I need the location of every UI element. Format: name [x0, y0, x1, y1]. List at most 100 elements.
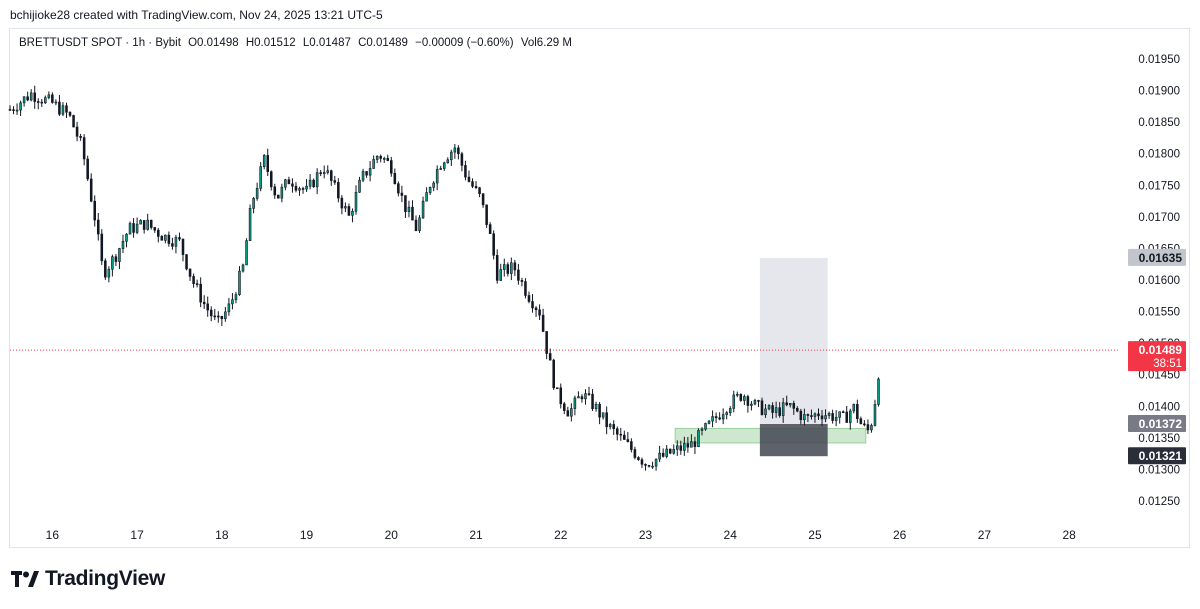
candle [799, 408, 803, 425]
candle [135, 217, 139, 235]
price-tick-label: 0.01950 [1138, 54, 1180, 66]
price-label-bg [1128, 341, 1186, 372]
candle-body [623, 434, 626, 440]
candle [107, 266, 111, 283]
candle-body [517, 269, 520, 281]
time-tick-label: 28 [1062, 528, 1076, 542]
candle [128, 221, 132, 235]
candle-body [548, 353, 552, 361]
candle [206, 296, 209, 317]
watermark-credit: bchijioke28 created with TradingView.com… [10, 8, 383, 22]
candle-body [375, 156, 379, 160]
price-tick-label: 0.01600 [1138, 275, 1180, 287]
candle-body [813, 413, 817, 417]
candle [365, 171, 368, 178]
candle [704, 422, 707, 431]
price-tick-label: 0.01550 [1138, 307, 1180, 319]
candle [407, 200, 411, 218]
candle [841, 410, 845, 414]
candle [65, 102, 68, 119]
candle [690, 434, 693, 448]
candle-body [873, 404, 877, 426]
candle [736, 391, 739, 398]
candle [75, 121, 79, 142]
candle-body [810, 415, 813, 417]
candle-body [510, 262, 513, 274]
candle [668, 448, 672, 455]
candle-body [248, 208, 252, 241]
candle [104, 258, 107, 280]
candle [527, 291, 531, 304]
candle [824, 409, 827, 423]
candle-body [418, 217, 421, 232]
candle-body [188, 268, 192, 277]
candle [485, 204, 488, 228]
chart-frame[interactable] [9, 28, 1190, 548]
candle [520, 277, 524, 287]
candle-body [644, 463, 647, 466]
candle [40, 98, 44, 107]
open-value: O0.01498 [188, 37, 239, 49]
candle-body [404, 195, 407, 212]
candle [548, 348, 552, 361]
candle-body [390, 160, 393, 174]
candle-body [771, 405, 774, 413]
candle [125, 233, 128, 248]
candle-body [86, 158, 89, 180]
symbol-name[interactable]: BRETTUSDT SPOT · 1h · Bybit [19, 37, 181, 49]
candle [591, 389, 594, 411]
candle-body [93, 200, 97, 221]
candle-body [824, 415, 827, 420]
candle [757, 399, 760, 408]
candle-body [340, 197, 344, 209]
candle [248, 204, 252, 241]
candle-body [439, 168, 442, 170]
price-label-bg [1128, 248, 1186, 266]
candle-body [781, 402, 785, 416]
candle [679, 440, 683, 455]
candle-body [778, 407, 781, 416]
candle-body [149, 219, 153, 228]
candle [644, 463, 647, 471]
candle [435, 165, 439, 191]
candle-body [661, 452, 665, 457]
candle-body [15, 109, 19, 112]
candle [499, 263, 503, 282]
candle-body [428, 187, 432, 193]
time-tick-label: 25 [808, 528, 822, 542]
candle-body [209, 309, 213, 317]
tradingview-logo-icon [11, 571, 39, 587]
candle [753, 398, 757, 406]
candle-body [82, 137, 86, 160]
candle-body [315, 172, 319, 188]
candle [711, 410, 714, 428]
candle [358, 176, 361, 193]
candle-body [79, 136, 82, 138]
price-tick-label: 0.01700 [1138, 212, 1180, 224]
candle-body [164, 234, 167, 241]
candle-body [347, 206, 351, 216]
symbol-legend: BRETTUSDT SPOT · 1h · Bybit O0.01498 H0.… [19, 37, 576, 49]
price-axis: 0.01950 0.01900 0.01850 0.01800 0.01750 0.017… [1138, 54, 1180, 508]
candle [227, 297, 231, 316]
candle-body [848, 410, 852, 423]
candle [386, 154, 390, 162]
candle-body [605, 412, 608, 428]
candle-body [227, 303, 231, 313]
candle-body [555, 387, 559, 390]
candle-body [167, 234, 171, 244]
brand-name: TradingView [45, 567, 166, 590]
price-tick-label: 0.01850 [1138, 117, 1180, 129]
time-tick-label: 16 [46, 528, 60, 542]
candle [160, 235, 164, 241]
candle [19, 100, 22, 116]
candle [834, 410, 838, 427]
candle-body [337, 182, 340, 199]
candle-body [195, 283, 199, 285]
candle-body [856, 404, 859, 420]
candle [743, 394, 746, 405]
candle [552, 358, 555, 390]
candle [633, 446, 637, 460]
candle [718, 412, 721, 421]
